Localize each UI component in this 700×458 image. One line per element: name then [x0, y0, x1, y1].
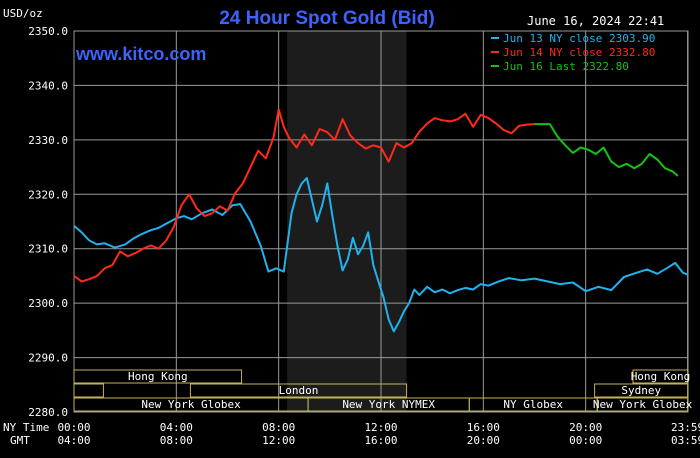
market-session-box — [189, 383, 408, 398]
x-tick-label-ny: 12:00 — [364, 421, 397, 434]
legend-entry: Jun 16 Last 2322.80 — [503, 60, 629, 73]
market-session-box — [632, 369, 689, 384]
legend-entry: Jun 14 NY close 2332.80 — [503, 46, 655, 59]
plot-frame — [73, 30, 689, 413]
gmt-row-label: GMT — [10, 434, 30, 447]
timestamp-label: June 16, 2024 22:41 — [527, 14, 664, 28]
market-session-box — [73, 369, 243, 384]
market-session-label: NY Globex — [503, 398, 563, 411]
website-label[interactable]: www.kitco.com — [75, 44, 206, 64]
market-session-label: Hong Kong — [631, 370, 691, 383]
market-session-label: Sydney — [621, 384, 661, 397]
y-tick-label: 2340.0 — [28, 79, 68, 92]
series-line-2 — [73, 108, 535, 283]
series-line-3 — [534, 123, 679, 177]
x-tick-label-ny: 23:59 — [671, 421, 700, 434]
y-tick-label: 2350.0 — [28, 25, 68, 38]
ny-time-row-label: NY Time — [3, 421, 49, 434]
series-line-1 — [73, 177, 689, 333]
x-tick-label-ny: 08:00 — [262, 421, 295, 434]
market-session-label: Hong Kong — [128, 370, 188, 383]
market-session-box — [73, 383, 104, 398]
x-tick-label-gmt: 04:00 — [57, 434, 90, 447]
y-tick-label: 2320.0 — [28, 188, 68, 201]
market-session-label: New York Globex — [141, 398, 241, 411]
x-tick-label-gmt: 08:00 — [160, 434, 193, 447]
market-session-label: London — [279, 384, 319, 397]
legend-entry: Jun 13 NY close 2303.90 — [503, 32, 655, 45]
chart-title: 24 Hour Spot Gold (Bid) — [219, 8, 434, 29]
x-tick-label-gmt: 12:00 — [262, 434, 295, 447]
y-tick-label: 2300.0 — [28, 297, 68, 310]
y-tick-label: 2330.0 — [28, 134, 68, 147]
x-tick-label-ny: 20:00 — [569, 421, 602, 434]
y-tick-label: 2280.0 — [28, 406, 68, 419]
x-tick-label-ny: 04:00 — [160, 421, 193, 434]
market-session-label: New York Globex — [593, 398, 693, 411]
unit-label: USD/oz — [3, 7, 43, 20]
market-session-box — [594, 383, 689, 398]
x-tick-label-gmt: 03:59 — [671, 434, 700, 447]
x-tick-label-gmt: 00:00 — [569, 434, 602, 447]
x-tick-label-ny: 16:00 — [467, 421, 500, 434]
market-session-box — [596, 397, 689, 412]
x-tick-label-gmt: 16:00 — [364, 434, 397, 447]
market-session-label: New York NYMEX — [342, 398, 435, 411]
x-tick-label-ny: 00:00 — [57, 421, 90, 434]
y-tick-label: 2310.0 — [28, 243, 68, 256]
x-tick-label-gmt: 20:00 — [467, 434, 500, 447]
ny-session-shade — [287, 31, 407, 412]
y-tick-label: 2290.0 — [28, 352, 68, 365]
